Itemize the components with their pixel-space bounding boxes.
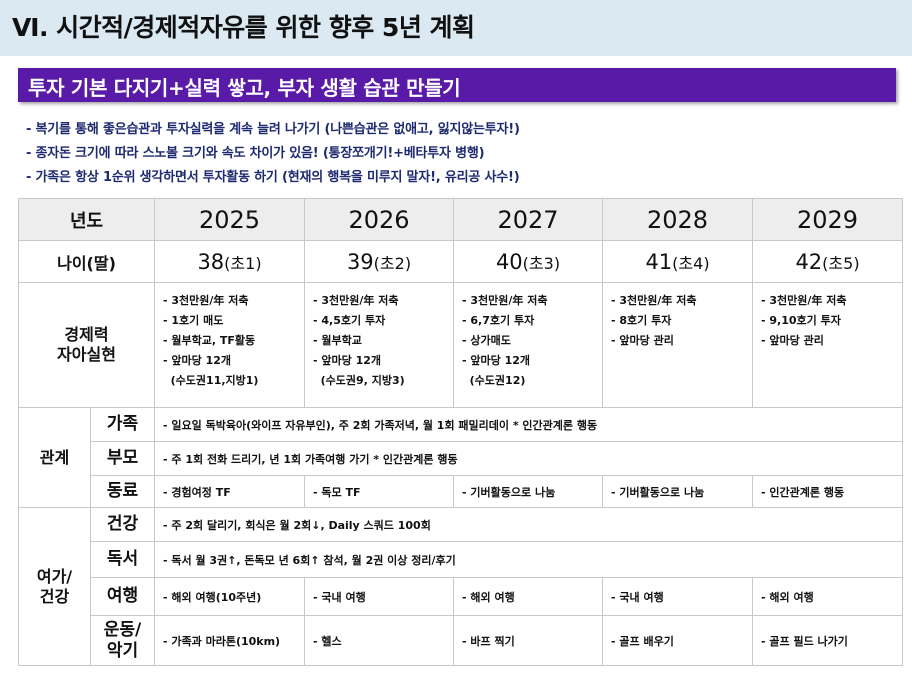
econ-item: - 앞마당 관리: [761, 334, 824, 347]
econ-cell: - 3천만원/年 저축 - 6,7호기 투자 - 상가매도 - 앞마당 12개 …: [453, 282, 603, 408]
age-grade: (초3): [522, 253, 561, 273]
age-cell: 40(초3): [453, 240, 603, 283]
banner-text: 투자 기본 다지기+실력 쌓고, 부자 생활 습관 만들기: [28, 76, 461, 100]
family-text: - 일요일 독박육아(와이프 자유부인), 주 2회 가족저녁, 월 1회 패밀…: [154, 407, 903, 442]
bullet-item: - 종자돈 크기에 따라 스노볼 크기와 속도 차이가 있음! (통장쪼개기!+…: [26, 146, 485, 161]
travel-label: 여행: [90, 577, 155, 616]
age-number: 42: [795, 249, 823, 274]
econ-item: - 8호기 투자: [611, 314, 672, 327]
year-cell: 2027: [453, 198, 603, 241]
age-cell: 38(초1): [154, 240, 305, 283]
econ-item: - 앞마당 관리: [611, 334, 674, 347]
econ-item: - 3천만원/年 저축: [462, 294, 548, 307]
travel-row: 여행 - 해외 여행(10주년) - 국내 여행 - 해외 여행 - 국내 여행…: [19, 577, 903, 616]
year-cell: 2029: [752, 198, 903, 241]
travel-cell: - 해외 여행: [752, 577, 903, 616]
leisure-label: 여가/ 건강: [18, 507, 91, 666]
travel-cell: - 해외 여행(10주년): [154, 577, 305, 616]
exercise-label: 운동/ 악기: [90, 615, 155, 666]
econ-item: (수도권12): [462, 374, 526, 387]
bullet-list: - 복기를 통해 좋은습관과 투자실력을 계속 늘려 나가기 (나쁜습관은 없애…: [26, 118, 896, 190]
colleague-cell: - 기버활동으로 나눔: [453, 475, 603, 508]
exercise-cell: - 가족과 마라톤(10km): [154, 615, 305, 666]
health-row: 여가/ 건강 건강 - 주 2회 달리기, 회식은 월 2회↓, Daily 스…: [18, 507, 903, 666]
colleague-cell: - 기버활동으로 나눔: [602, 475, 753, 508]
title-bar: [0, 0, 912, 56]
health-label: 건강: [90, 507, 155, 542]
econ-item: (수도권11,지방1): [163, 374, 259, 387]
colleague-row: 동료 - 경험여정 TF - 독모 TF - 기버활동으로 나눔 - 기버활동으…: [19, 475, 903, 508]
colleague-cell: - 인간관계론 행동: [752, 475, 903, 508]
parents-text: - 주 1회 전화 드리기, 년 1회 가족여행 가기 * 인간관계론 행동: [154, 441, 903, 476]
health-text: - 주 2회 달리기, 회식은 월 2회↓, Daily 스쿼드 100회: [154, 507, 903, 542]
plan-table: 년도 2025 2026 2027 2028 2029 나이(딸) 38(초1)…: [18, 198, 903, 666]
econ-item: - 3천만원/年 저축: [761, 294, 847, 307]
age-number: 40: [495, 249, 523, 274]
year-cell: 2028: [602, 198, 753, 241]
age-grade: (초4): [672, 253, 710, 273]
age-cell: 39(초2): [304, 240, 454, 283]
econ-cell: - 3천만원/年 저축 - 8호기 투자 - 앞마당 관리: [602, 282, 753, 408]
age-cell: 41(초4): [602, 240, 753, 283]
econ-item: - 3천만원/年 저축: [611, 294, 697, 307]
colleague-label: 동료: [90, 475, 155, 508]
banner: 투자 기본 다지기+실력 쌓고, 부자 생활 습관 만들기: [18, 68, 896, 102]
age-cell: 42(초5): [752, 240, 903, 283]
econ-item: - 6,7호기 투자: [462, 314, 535, 327]
econ-item: - 앞마당 12개: [163, 354, 232, 367]
econ-item: - 앞마당 12개: [462, 354, 531, 367]
bullet-item: - 가족은 항상 1순위 생각하면서 투자활동 하기 (현재의 행복을 미루지 …: [26, 170, 520, 185]
colleague-cell: - 독모 TF: [304, 475, 454, 508]
parents-row: 부모 - 주 1회 전화 드리기, 년 1회 가족여행 가기 * 인간관계론 행…: [19, 441, 903, 476]
colleague-cell: - 경험여정 TF: [154, 475, 305, 508]
age-number: 39: [346, 249, 374, 274]
econ-item: - 앞마당 12개: [313, 354, 382, 367]
econ-cell: - 3천만원/年 저축 - 1호기 매도 - 월부학교, TF활동 - 앞마당 …: [154, 282, 305, 408]
econ-item: - 4,5호기 투자: [313, 314, 386, 327]
age-row: 나이(딸) 38(초1) 39(초2) 40(초3) 41(초4) 42(초5): [18, 240, 903, 283]
travel-cell: - 해외 여행: [453, 577, 603, 616]
bullet-item: - 복기를 통해 좋은습관과 투자실력을 계속 늘려 나가기 (나쁜습관은 없애…: [26, 122, 520, 137]
age-grade: (초2): [373, 253, 412, 273]
econ-item: - 9,10호기 투자: [761, 314, 841, 327]
exercise-cell: - 바프 찍기: [453, 615, 603, 666]
travel-cell: - 국내 여행: [304, 577, 454, 616]
econ-item: - 상가매도: [462, 334, 511, 347]
age-grade: (초5): [822, 253, 860, 273]
age-grade: (초1): [224, 253, 262, 273]
econ-item: - 월부학교: [313, 334, 362, 347]
page-title: Ⅵ. 시간적/경제적자유를 위한 향후 5년 계획: [12, 13, 475, 42]
age-label: 나이(딸): [18, 240, 155, 283]
econ-item: - 3천만원/年 저축: [163, 294, 249, 307]
travel-cell: - 국내 여행: [602, 577, 753, 616]
exercise-cell: - 골프 필드 나가기: [752, 615, 903, 666]
econ-item: - 1호기 매도: [163, 314, 224, 327]
econ-item: - 3천만원/年 저축: [313, 294, 399, 307]
econ-label: 경제력 자아실현: [18, 282, 155, 408]
year-cell: 2026: [304, 198, 454, 241]
age-number: 38: [197, 249, 225, 274]
exercise-cell: - 헬스: [304, 615, 454, 666]
econ-cell: - 3천만원/年 저축 - 9,10호기 투자 - 앞마당 관리: [752, 282, 903, 408]
family-row: 관계 가족 - 일요일 독박육아(와이프 자유부인), 주 2회 가족저녁, 월…: [18, 407, 903, 508]
year-row: 년도 2025 2026 2027 2028 2029: [18, 198, 903, 241]
family-label: 가족: [90, 407, 155, 442]
parents-label: 부모: [90, 441, 155, 476]
year-label: 년도: [18, 198, 155, 241]
econ-cell: - 3천만원/年 저축 - 4,5호기 투자 - 월부학교 - 앞마당 12개 …: [304, 282, 454, 408]
econ-item: (수도권9, 지방3): [313, 374, 405, 387]
relation-label: 관계: [18, 407, 91, 508]
reading-row: 독서 - 독서 월 3권↑, 돈독모 년 6회↑ 참석, 월 2권 이상 정리/…: [19, 541, 903, 578]
age-number: 41: [645, 249, 673, 274]
reading-label: 독서: [90, 541, 155, 578]
exercise-row: 운동/ 악기 - 가족과 마라톤(10km) - 헬스 - 바프 찍기 - 골프…: [19, 615, 903, 666]
econ-row: 경제력 자아실현 - 3천만원/年 저축 - 1호기 매도 - 월부학교, TF…: [18, 282, 903, 408]
reading-text: - 독서 월 3권↑, 돈독모 년 6회↑ 참석, 월 2권 이상 정리/후기: [154, 541, 903, 578]
year-cell: 2025: [154, 198, 305, 241]
exercise-cell: - 골프 배우기: [602, 615, 753, 666]
econ-item: - 월부학교, TF활동: [163, 334, 256, 347]
